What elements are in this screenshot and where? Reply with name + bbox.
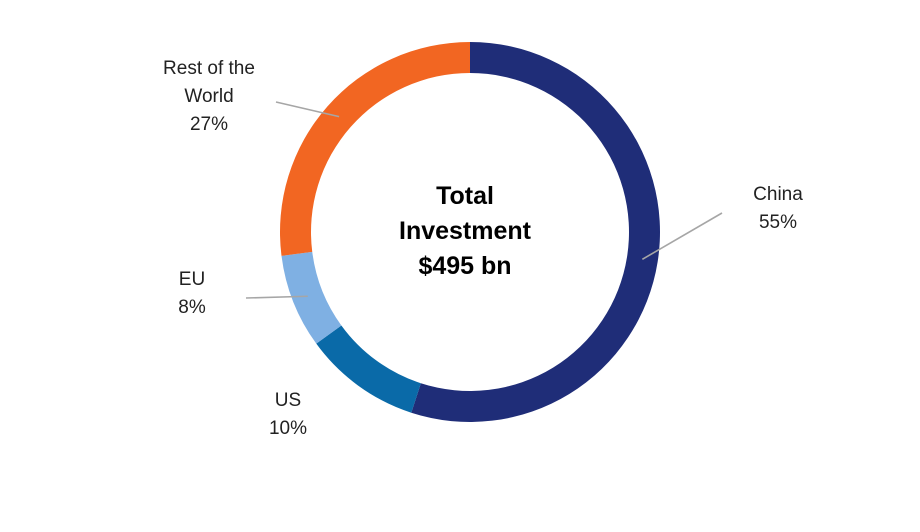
leader-lines-group [245, 101, 723, 299]
slice-name-line: China [753, 184, 803, 205]
slice-us [316, 325, 421, 413]
slice-name-line: World [184, 86, 233, 107]
slice-rest-of-the [279, 42, 470, 256]
slice-label-rest-of-the: Rest of the World 27% [163, 58, 255, 135]
center-label: Total Investment $495 bn [399, 182, 532, 280]
slice-label-eu: EU 8% [178, 269, 206, 318]
slices-group [279, 42, 660, 422]
slice-eu [281, 251, 342, 344]
center-label-line: $495 bn [418, 252, 511, 280]
leader-line-rest-of-the [275, 101, 340, 118]
slice-china [411, 42, 660, 422]
leader-line-china [641, 212, 723, 260]
center-label-group: Total Investment $495 bn [399, 182, 532, 280]
slice-percent: 27% [190, 114, 228, 135]
slice-name-line: US [275, 390, 301, 411]
center-label-line: Total [436, 182, 494, 210]
slice-label-china: China 55% [753, 184, 803, 233]
slice-name-line: Rest of the [163, 58, 255, 79]
slice-percent: 55% [759, 212, 797, 233]
slice-percent: 10% [269, 418, 307, 439]
leader-line-eu [245, 295, 308, 299]
center-label-line: Investment [399, 217, 532, 245]
slice-percent: 8% [178, 297, 206, 318]
slice-label-us: US 10% [269, 390, 307, 439]
slice-labels-group: China 55% US 10% EU 8% Rest of the World 27% [163, 58, 803, 439]
slice-name-line: EU [179, 269, 205, 290]
